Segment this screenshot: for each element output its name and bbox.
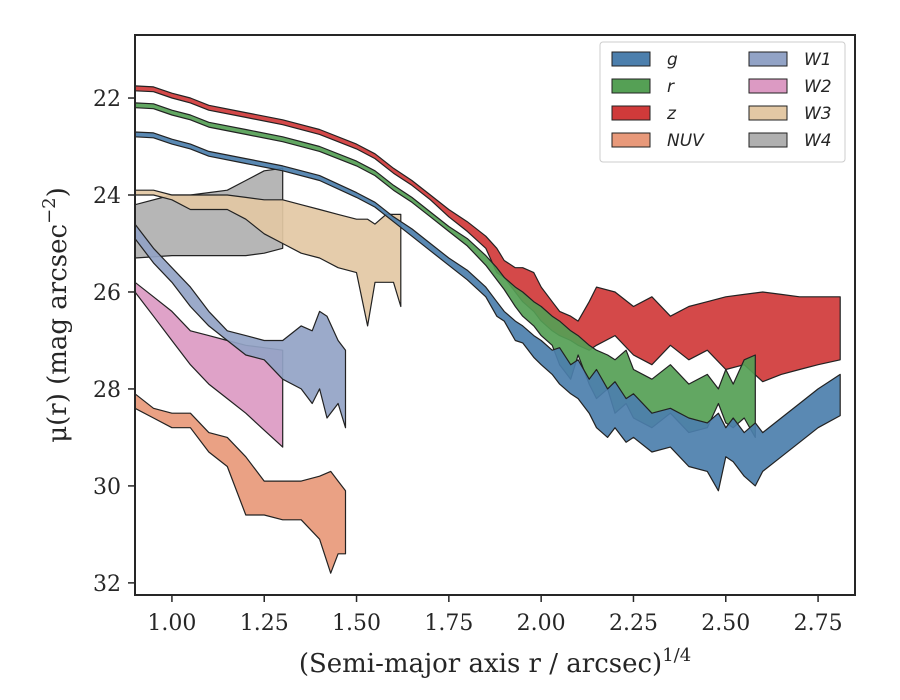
profile-bands bbox=[135, 85, 841, 574]
y-tick-label: 22 bbox=[93, 87, 121, 112]
plot-frame bbox=[134, 34, 856, 596]
band-w2 bbox=[135, 281, 284, 448]
y-axis-ticks: 22 24 26 28 30 32 bbox=[93, 87, 135, 597]
legend-label-nuv: NUV bbox=[667, 131, 705, 151]
y-axis-label: μ(r) (mag arcsec−2) bbox=[39, 187, 73, 443]
x-tick-label: 1.50 bbox=[332, 611, 381, 636]
x-tick-label: 2.75 bbox=[794, 611, 843, 636]
band-w3 bbox=[135, 189, 402, 327]
y-tick-label: 32 bbox=[93, 572, 121, 597]
legend-label-w4: W4 bbox=[804, 131, 832, 151]
legend-swatch-w3 bbox=[748, 105, 788, 121]
x-axis-label-exponent: 1/4 bbox=[662, 645, 691, 666]
x-tick-label: 1.00 bbox=[147, 611, 196, 636]
band-w1 bbox=[135, 223, 347, 429]
legend-swatch-nuv bbox=[611, 132, 651, 148]
y-axis-label-close: ) bbox=[43, 187, 73, 197]
x-axis-ticks: 1.00 1.25 1.50 1.75 2.00 2.25 2.50 2.75 bbox=[147, 595, 843, 636]
band-w4 bbox=[135, 167, 284, 259]
legend: grz NUV W1 W2 W3 W4 bbox=[599, 41, 846, 163]
x-tick-label: 1.25 bbox=[240, 611, 289, 636]
x-tick-label: 2.50 bbox=[701, 611, 750, 636]
x-axis-label: (Semi-major axis r / arcsec)1/4 bbox=[299, 645, 691, 679]
legend-frame bbox=[599, 41, 846, 163]
band-z bbox=[135, 85, 841, 383]
legend-swatch-w1 bbox=[748, 51, 788, 67]
legend-swatch-w2 bbox=[748, 78, 788, 94]
y-tick-label: 24 bbox=[93, 184, 121, 209]
legend-label-w3: W3 bbox=[804, 104, 832, 124]
y-tick-label: 28 bbox=[93, 378, 121, 403]
x-tick-label: 2.00 bbox=[517, 611, 566, 636]
legend-label-w2: W2 bbox=[804, 77, 832, 97]
x-tick-label: 1.75 bbox=[424, 611, 473, 636]
legend-swatch-r bbox=[611, 78, 651, 94]
y-tick-label: 26 bbox=[93, 281, 121, 306]
legend-swatch-z bbox=[611, 105, 651, 121]
legend-swatch-g bbox=[611, 51, 651, 67]
x-tick-label: 2.25 bbox=[609, 611, 658, 636]
band-g bbox=[135, 131, 841, 492]
legend-label-g: g bbox=[667, 50, 678, 70]
y-tick-label: 30 bbox=[93, 475, 121, 500]
legend-swatch-w4 bbox=[748, 132, 788, 148]
band-nuv bbox=[135, 393, 347, 574]
legend-label-w1: W1 bbox=[804, 50, 832, 70]
y-axis-label-exponent: −2 bbox=[39, 197, 60, 224]
legend-label-r: r bbox=[667, 77, 675, 97]
legend-label-z: z bbox=[666, 104, 677, 124]
